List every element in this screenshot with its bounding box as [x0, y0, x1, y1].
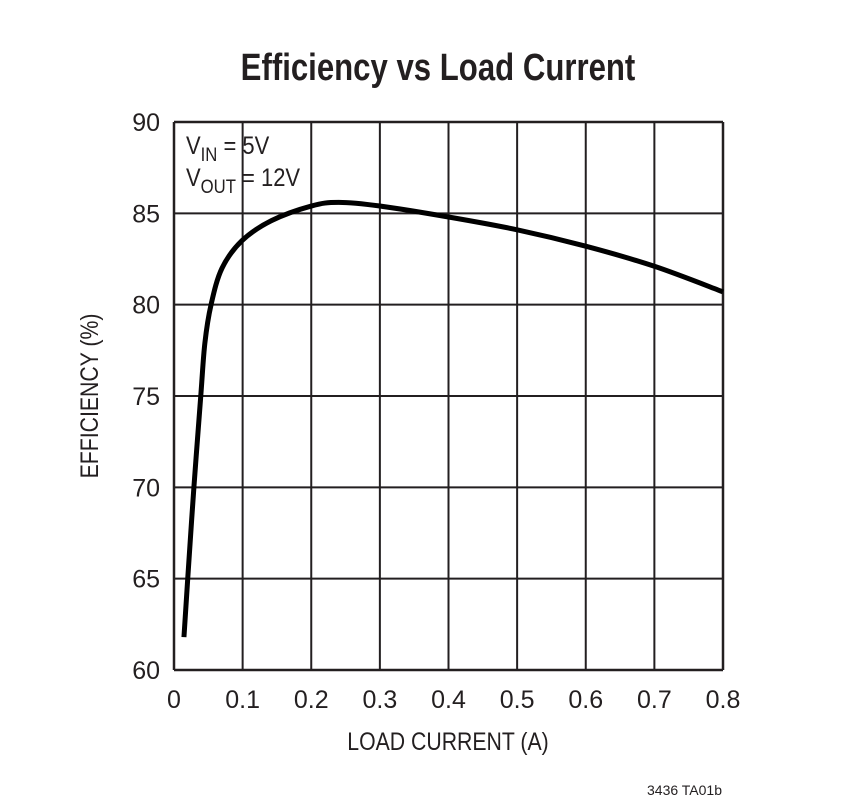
x-tick-label: 0.4 [431, 686, 466, 714]
chart-title: Efficiency vs Load Current [241, 47, 636, 89]
tick-labels: 0 0.1 0.2 0.3 0.4 0.5 0.6 0.7 0.8 60 65 70 75 80 85 90 [132, 109, 740, 714]
x-tick-label: 0.8 [706, 686, 741, 714]
vin-value: = 5V [217, 132, 269, 160]
x-tick-label: 0.6 [568, 686, 603, 714]
x-tick-label: 0.7 [637, 686, 672, 714]
vin-v: V [186, 132, 201, 160]
y-tick-label: 70 [132, 474, 160, 502]
x-tick-label: 0.5 [500, 686, 535, 714]
svg-text:VIN = 5V: VIN = 5V [186, 132, 270, 166]
y-tick-label: 90 [132, 109, 160, 137]
x-tick-label: 0 [167, 686, 181, 714]
x-tick-label: 0.3 [362, 686, 397, 714]
annotation-vout: VOUT = 12V [186, 164, 300, 198]
y-tick-label: 65 [132, 566, 160, 594]
y-tick-label: 80 [132, 292, 160, 320]
y-tick-label: 75 [132, 383, 160, 411]
x-tick-label: 0.2 [294, 686, 329, 714]
footnote: 3436 TA01b [647, 782, 722, 798]
y-tick-label: 85 [132, 200, 160, 228]
vout-value: = 12V [236, 164, 300, 192]
vin-sub: IN [201, 144, 218, 165]
grid [172, 120, 725, 672]
efficiency-curve [181, 199, 724, 638]
x-tick-label: 0.1 [225, 686, 260, 714]
series-group [181, 199, 724, 638]
vout-v: V [186, 164, 201, 192]
y-tick-label: 60 [132, 657, 160, 685]
annotation-vin: VIN = 5V [186, 132, 270, 166]
vout-sub: OUT [201, 176, 236, 197]
x-axis-label: LOAD CURRENT (A) [347, 727, 548, 755]
svg-text:VOUT = 12V: VOUT = 12V [186, 164, 300, 198]
y-axis-label: EFFICIENCY (%) [75, 314, 103, 479]
